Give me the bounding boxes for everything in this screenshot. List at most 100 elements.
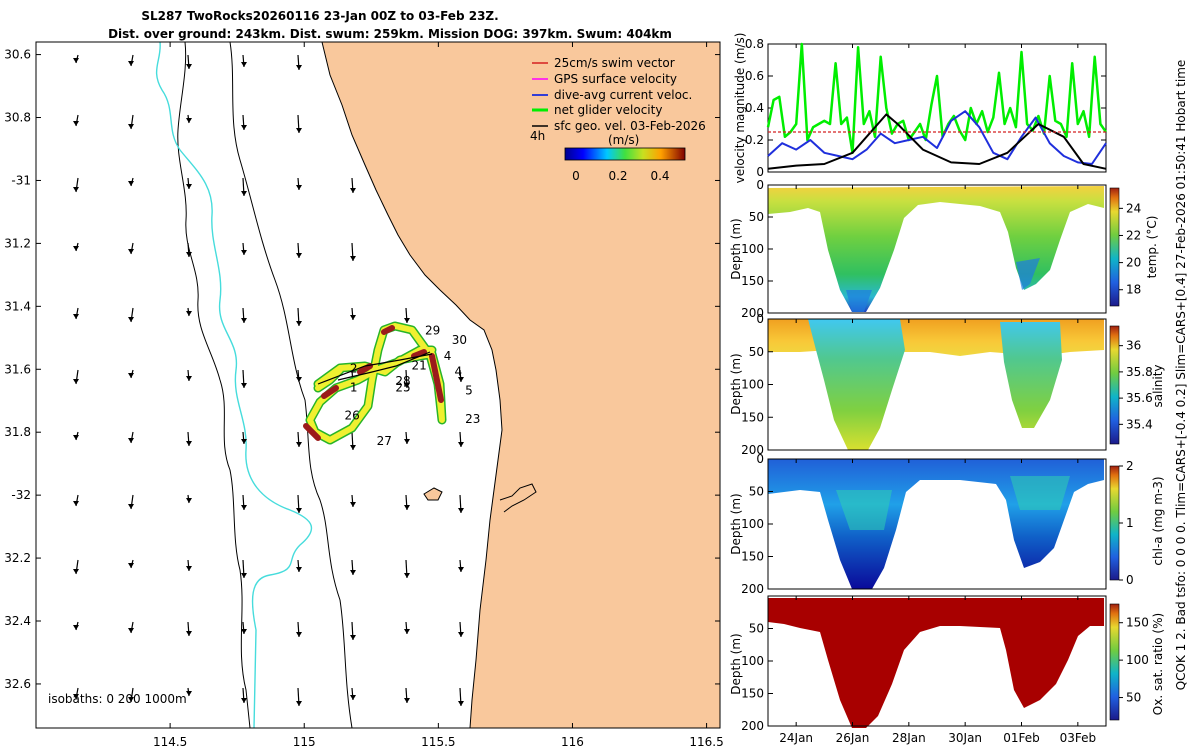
depth-tick-label: 100	[741, 378, 764, 392]
vector-head	[404, 318, 410, 323]
velocity-ytick-label: 0.6	[745, 69, 764, 83]
track-day-label: 30	[452, 333, 467, 347]
vector-head	[350, 188, 356, 193]
vector-head	[73, 246, 79, 251]
vector-head	[404, 505, 410, 510]
vector-head	[241, 62, 247, 67]
vector-head	[350, 502, 356, 507]
legend-item-gps: GPS surface velocity	[554, 72, 677, 86]
velocity-ytick-label: 0.8	[745, 37, 764, 51]
vector-head	[241, 629, 247, 634]
estuary	[499, 483, 537, 513]
vector-head	[128, 628, 134, 633]
vector-head	[128, 61, 134, 66]
vector-head	[296, 508, 302, 513]
chlorophyll-bloom	[836, 476, 1070, 530]
lon-label: 116	[561, 735, 584, 749]
vector-head	[186, 376, 192, 381]
oxygen-field	[768, 598, 1104, 728]
legend-scale-label: 4h	[530, 129, 545, 143]
date-label: 30Jan	[948, 731, 982, 745]
vector-head	[128, 438, 134, 443]
temperature-colorbar	[1109, 187, 1120, 307]
legend-colorbar-tick-2: 0.4	[650, 169, 669, 183]
depth-tick-label: 0	[756, 452, 764, 466]
colorbar-tick-label: 35.6	[1126, 391, 1153, 405]
colorbar-tick-label: 150	[1126, 616, 1149, 630]
chlorophyll-colorbar-label: chl-a (mg m-3)	[1151, 476, 1165, 565]
vector-head	[350, 570, 356, 575]
lon-label: 115.5	[421, 735, 455, 749]
vector-head	[296, 567, 302, 572]
salinity-ylabel: Depth (m)	[729, 353, 743, 414]
isobath-1000m	[177, 42, 251, 728]
velocity-ytick-label: 0.4	[745, 101, 764, 115]
salinity-panel: Depth (m) salinity	[729, 318, 1165, 451]
series-sfc-geo-velocity	[767, 113, 1107, 170]
vector-head	[241, 125, 247, 130]
vector-head	[350, 635, 356, 640]
vector-head	[186, 118, 192, 123]
processing-note: QCOK 1 2. Bad tsfo: 0 0 0 0. Tlim=CARS+[…	[1174, 60, 1188, 691]
vector-head	[73, 379, 79, 384]
lat-label: 32.6	[4, 677, 31, 691]
vector-head	[296, 321, 302, 326]
depth-tick-label: 200	[741, 719, 764, 733]
track-day-label: 2	[350, 361, 358, 375]
track-day-label: 5	[465, 383, 473, 397]
lat-label: -32	[11, 488, 31, 502]
lat-label: 32.2	[4, 551, 31, 565]
legend-item-sfc: sfc geo. vel. 03-Feb-2026	[554, 119, 706, 133]
depth-tick-label: 200	[741, 306, 764, 320]
depth-tick-label: 100	[741, 517, 764, 531]
vector-head	[296, 185, 302, 190]
vector-head	[73, 501, 79, 506]
lat-label: 32.4	[4, 614, 31, 628]
depth-tick-label: 50	[749, 210, 764, 224]
series-current-velocity	[767, 110, 1107, 165]
track-day-label: 27	[377, 434, 392, 448]
vector-head	[73, 569, 79, 574]
velocity-ytick-label: 0	[756, 165, 764, 179]
vector-head	[458, 701, 464, 706]
vector-head	[186, 631, 192, 636]
vector-head	[296, 632, 302, 637]
track-day-label: 25	[395, 380, 410, 394]
vector-head	[296, 253, 302, 258]
vector-head	[241, 573, 247, 578]
temperature-field	[768, 186, 1104, 312]
title-line-2: Dist. over ground: 243km. Dist. swum: 25…	[108, 27, 672, 41]
geostrophic-vectors	[73, 54, 464, 707]
legend-colorbar	[564, 147, 686, 161]
depth-tick-label: 0	[756, 312, 764, 326]
vector-head	[458, 377, 464, 382]
vector-head	[350, 256, 356, 261]
vector-head	[128, 504, 134, 509]
track-day-label: 4	[444, 349, 452, 363]
lat-label: 31.4	[4, 299, 31, 313]
chlorophyll-ylabel: Depth (m)	[729, 493, 743, 554]
vector-head	[128, 181, 134, 186]
vector-head	[296, 701, 302, 706]
depth-tick-label: 100	[741, 242, 764, 256]
vector-head	[350, 315, 356, 320]
vector-head	[458, 442, 464, 447]
velocity-plot-frame	[767, 43, 1107, 173]
depth-tick-label: 150	[741, 687, 764, 701]
temperature-cold-core	[846, 258, 1040, 312]
colorbar-tick-label: 100	[1126, 653, 1149, 667]
chlorophyll-colorbar	[1109, 465, 1120, 581]
track-day-label: 29	[425, 324, 440, 338]
vector-head	[73, 694, 79, 699]
vector-head	[186, 691, 192, 696]
lon-label: 116.5	[689, 735, 723, 749]
track-day-label: 28	[395, 374, 410, 388]
lat-label: 30.8	[4, 111, 31, 125]
vector-head	[458, 632, 464, 637]
date-label: 28Jan	[892, 731, 926, 745]
legend-item-glider: net glider velocity	[554, 103, 662, 117]
island	[423, 487, 443, 501]
lon-label: 114.5	[153, 735, 187, 749]
